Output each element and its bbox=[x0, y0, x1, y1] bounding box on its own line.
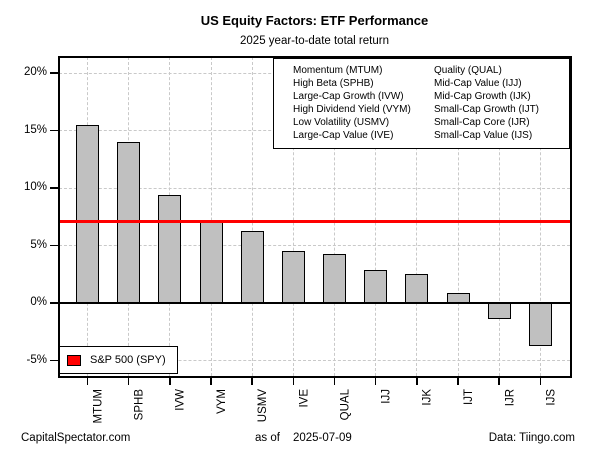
factor-legend-column-1: Momentum (MTUM) High Beta (SPHB) Large-Cap… bbox=[293, 65, 411, 142]
x-tick-label-IVE: IVE bbox=[298, 389, 311, 408]
gridline-v bbox=[251, 57, 253, 376]
y-tick bbox=[50, 187, 59, 189]
x-tick-label-IJK: IJK bbox=[421, 389, 434, 406]
spy-color-swatch bbox=[67, 354, 81, 366]
footer-asof: as of 2025-07-09 bbox=[255, 432, 352, 444]
footer-asof-prefix: as of bbox=[255, 432, 280, 444]
x-tick-label-USMV: USMV bbox=[257, 389, 270, 423]
gridline-v bbox=[210, 57, 212, 376]
gridline-v bbox=[416, 57, 418, 376]
footer-site-credit: CapitalSpectator.com bbox=[21, 432, 131, 444]
zero-axis-line bbox=[59, 302, 570, 304]
y-tick bbox=[50, 72, 59, 74]
x-tick-label-IJR: IJR bbox=[504, 389, 517, 407]
gridline-h bbox=[59, 245, 570, 246]
y-tick-label: -5% bbox=[26, 353, 47, 366]
factor-legend-column-2: Quality (QUAL) Mid-Cap Value (IJJ) Mid-Cap… bbox=[434, 65, 539, 142]
factor-legend-item: Mid-Cap Value (IJJ) bbox=[434, 77, 522, 89]
x-tick bbox=[127, 377, 130, 385]
x-tick bbox=[210, 377, 212, 385]
x-tick-label-IJJ: IJJ bbox=[380, 389, 393, 404]
gridline-v bbox=[375, 57, 377, 376]
x-tick-label-IJT: IJT bbox=[463, 389, 476, 405]
factor-legend-item: Large-Cap Value (IVE) bbox=[293, 129, 394, 141]
factor-legend-item: Large-Cap Growth (IVW) bbox=[293, 90, 404, 102]
x-tick bbox=[86, 377, 89, 385]
factor-legend-item: Quality (QUAL) bbox=[434, 65, 502, 76]
gridline-v bbox=[498, 57, 500, 376]
x-tick bbox=[333, 377, 336, 385]
spy-legend-box: S&P 500 (SPY) bbox=[59, 346, 178, 374]
x-tick-label-SPHB: SPHB bbox=[133, 389, 146, 421]
factor-legend-box: Momentum (MTUM) High Beta (SPHB) Large-Cap… bbox=[273, 58, 570, 149]
gridline-h bbox=[59, 360, 570, 361]
footer-asof-date: 2025-07-09 bbox=[292, 432, 352, 444]
gridline-v bbox=[292, 57, 294, 376]
gridline-h bbox=[59, 187, 570, 189]
factor-legend-item: Mid-Cap Growth (IJK) bbox=[434, 90, 531, 102]
y-tick bbox=[50, 129, 59, 132]
factor-legend-item: Small-Cap Growth (IJT) bbox=[434, 103, 540, 115]
factor-legend-item: Low Volatility (USMV) bbox=[293, 116, 390, 128]
factor-legend-item: Momentum (MTUM) bbox=[293, 65, 383, 76]
y-tick bbox=[50, 244, 59, 247]
spy-reference-line bbox=[59, 219, 570, 223]
x-tick bbox=[416, 377, 418, 385]
chart-title: US Equity Factors: ETF Performance bbox=[200, 13, 429, 28]
x-tick bbox=[169, 377, 171, 385]
y-tick-label: 0% bbox=[30, 296, 47, 308]
y-tick-label: 5% bbox=[30, 238, 47, 251]
factor-legend-item: Small-Cap Core (IJR) bbox=[434, 116, 530, 128]
factor-legend-item: High Dividend Yield (VYM) bbox=[293, 103, 411, 115]
y-tick bbox=[50, 302, 59, 304]
x-tick bbox=[539, 377, 542, 385]
x-tick bbox=[292, 377, 295, 385]
spy-legend-label: S&P 500 (SPY) bbox=[90, 354, 166, 366]
x-tick bbox=[251, 377, 253, 385]
footer-data-source: Data: Tiingo.com bbox=[488, 432, 575, 444]
x-tick-label-IJS: IJS bbox=[545, 389, 558, 406]
factor-legend-item: High Beta (SPHB) bbox=[293, 77, 374, 89]
x-tick-label-MTUM: MTUM bbox=[92, 389, 105, 424]
gridline-v bbox=[457, 57, 459, 376]
x-tick-label-QUAL: QUAL bbox=[339, 389, 352, 421]
x-tick-label-VYM: VYM bbox=[216, 389, 229, 414]
y-tick-label: 20% bbox=[23, 66, 47, 78]
x-tick bbox=[457, 377, 459, 385]
y-tick-label: 15% bbox=[23, 123, 47, 136]
x-tick bbox=[498, 377, 500, 385]
x-tick-label-IVW: IVW bbox=[174, 389, 187, 411]
x-tick bbox=[374, 377, 377, 385]
y-tick bbox=[50, 359, 59, 362]
gridline-v bbox=[539, 57, 541, 376]
gridline-v bbox=[334, 57, 336, 376]
factor-legend-item: Small-Cap Value (IJS) bbox=[434, 129, 533, 141]
plot-frame bbox=[58, 56, 572, 378]
y-tick-label: 10% bbox=[23, 181, 47, 193]
chart-subtitle: 2025 year-to-date total return bbox=[240, 35, 389, 47]
